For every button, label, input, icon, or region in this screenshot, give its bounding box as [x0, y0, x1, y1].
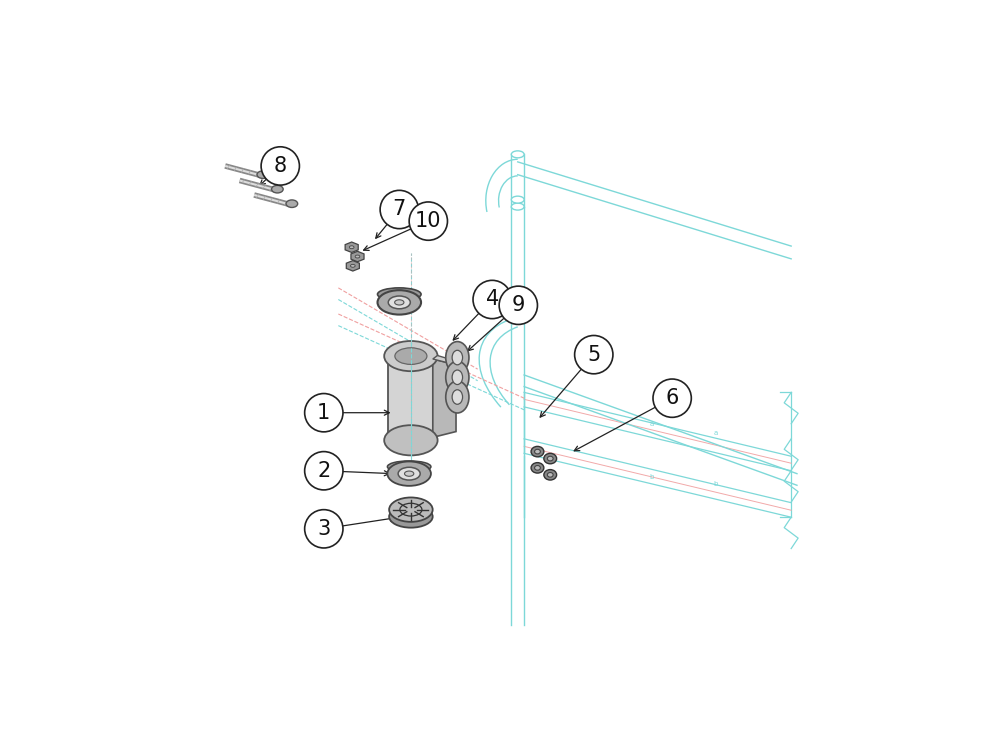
Circle shape — [499, 286, 537, 324]
Text: 2: 2 — [317, 461, 330, 481]
Circle shape — [380, 190, 418, 228]
Ellipse shape — [349, 246, 354, 249]
Ellipse shape — [511, 151, 524, 158]
Text: 9: 9 — [512, 296, 525, 315]
Ellipse shape — [405, 471, 414, 477]
Text: b: b — [714, 481, 718, 487]
Ellipse shape — [384, 425, 438, 455]
Circle shape — [653, 379, 691, 418]
Ellipse shape — [547, 473, 553, 477]
Circle shape — [261, 147, 299, 185]
Ellipse shape — [387, 461, 431, 486]
Ellipse shape — [446, 381, 469, 413]
Circle shape — [305, 452, 343, 490]
Ellipse shape — [257, 171, 269, 179]
Circle shape — [305, 394, 343, 432]
Ellipse shape — [535, 449, 540, 454]
Text: 10: 10 — [415, 211, 442, 231]
Ellipse shape — [389, 506, 433, 528]
Text: a: a — [714, 430, 718, 436]
Polygon shape — [345, 242, 358, 253]
Text: 4: 4 — [486, 290, 499, 309]
Circle shape — [575, 336, 613, 374]
Ellipse shape — [446, 361, 469, 394]
Circle shape — [409, 202, 447, 241]
Text: 5: 5 — [587, 345, 600, 365]
Ellipse shape — [286, 200, 298, 207]
Text: 6: 6 — [665, 388, 679, 408]
Text: b: b — [650, 474, 654, 480]
Ellipse shape — [511, 203, 524, 210]
Text: 1: 1 — [317, 403, 330, 423]
Ellipse shape — [452, 390, 463, 404]
Ellipse shape — [384, 341, 438, 371]
Ellipse shape — [355, 255, 360, 258]
FancyBboxPatch shape — [388, 356, 434, 440]
Ellipse shape — [395, 348, 427, 364]
Circle shape — [305, 510, 343, 548]
Ellipse shape — [272, 185, 283, 193]
Ellipse shape — [351, 265, 355, 267]
Polygon shape — [346, 261, 359, 271]
Ellipse shape — [544, 470, 557, 480]
Ellipse shape — [388, 296, 410, 309]
Circle shape — [473, 280, 511, 319]
Ellipse shape — [452, 351, 463, 365]
Ellipse shape — [395, 300, 404, 305]
Ellipse shape — [544, 453, 557, 464]
Polygon shape — [351, 251, 364, 262]
Text: a: a — [650, 421, 654, 427]
Ellipse shape — [387, 461, 431, 473]
Ellipse shape — [547, 456, 553, 461]
Text: 3: 3 — [317, 519, 330, 539]
Ellipse shape — [535, 465, 540, 470]
Ellipse shape — [531, 446, 544, 457]
Ellipse shape — [531, 463, 544, 473]
Ellipse shape — [511, 196, 524, 203]
Ellipse shape — [398, 467, 420, 480]
Ellipse shape — [446, 342, 469, 373]
Ellipse shape — [378, 290, 421, 314]
Polygon shape — [433, 359, 456, 437]
Ellipse shape — [452, 370, 463, 385]
Ellipse shape — [378, 288, 421, 301]
Ellipse shape — [389, 498, 433, 522]
Text: 7: 7 — [393, 200, 406, 219]
Polygon shape — [433, 356, 459, 365]
Text: 8: 8 — [274, 156, 287, 176]
